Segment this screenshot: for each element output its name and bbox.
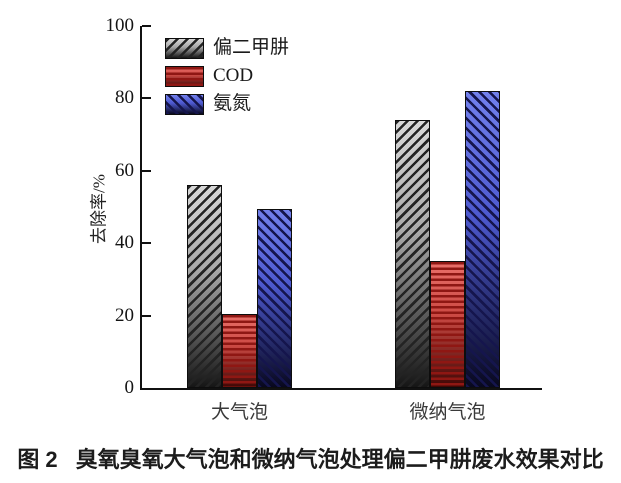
y-tick-label: 100 <box>105 15 135 36</box>
y-tick-mark <box>142 97 151 100</box>
y-tick-label: 20 <box>115 304 134 326</box>
bar-ammonia-nitrogen-micro-nano-bubble <box>465 91 500 388</box>
bar-cod-large-bubble <box>222 314 257 388</box>
legend-swatch-cod <box>165 65 204 87</box>
x-category-label: 微纳气泡 <box>409 402 486 423</box>
figure-number: 图 2 <box>17 447 58 472</box>
plot-area: 偏二甲肼 COD 氨氮 0 20 40 60 80 100 大气泡 微纳气泡 <box>106 15 542 423</box>
legend-swatch-ammonia-nitrogen <box>165 93 204 115</box>
y-tick-mark <box>142 242 151 245</box>
legend-label: 偏二甲肼 <box>213 37 290 58</box>
caption-text: 臭氧臭氧大气泡和微纳气泡处理偏二甲肼废水效果对比 <box>75 447 604 472</box>
legend-item-udmh: 偏二甲肼 <box>165 37 289 59</box>
y-tick-label: 80 <box>115 87 134 109</box>
legend-label: 氨氮 <box>213 93 252 114</box>
bar-ammonia-nitrogen-large-bubble <box>257 209 292 388</box>
legend-label: COD <box>213 65 254 86</box>
legend-item-ammonia-nitrogen: 氨氮 <box>165 93 289 115</box>
x-category-label: 大气泡 <box>210 402 269 423</box>
y-tick-label: 0 <box>124 377 135 398</box>
bar-udmh-micro-nano-bubble <box>395 120 430 388</box>
y-tick-mark <box>142 169 151 172</box>
bar-cod-micro-nano-bubble <box>430 261 465 388</box>
figure-caption: 图 2 臭氧臭氧大气泡和微纳气泡处理偏二甲肼废水效果对比 <box>0 446 621 474</box>
y-tick-mark <box>142 25 151 27</box>
legend: 偏二甲肼 COD 氨氮 <box>165 37 289 115</box>
y-tick-label: 60 <box>115 159 134 181</box>
bar-udmh-large-bubble <box>187 185 222 388</box>
y-tick-mark <box>142 314 151 317</box>
legend-item-cod: COD <box>165 65 289 87</box>
legend-swatch-udmh <box>165 37 204 59</box>
y-tick-label: 40 <box>115 232 134 254</box>
